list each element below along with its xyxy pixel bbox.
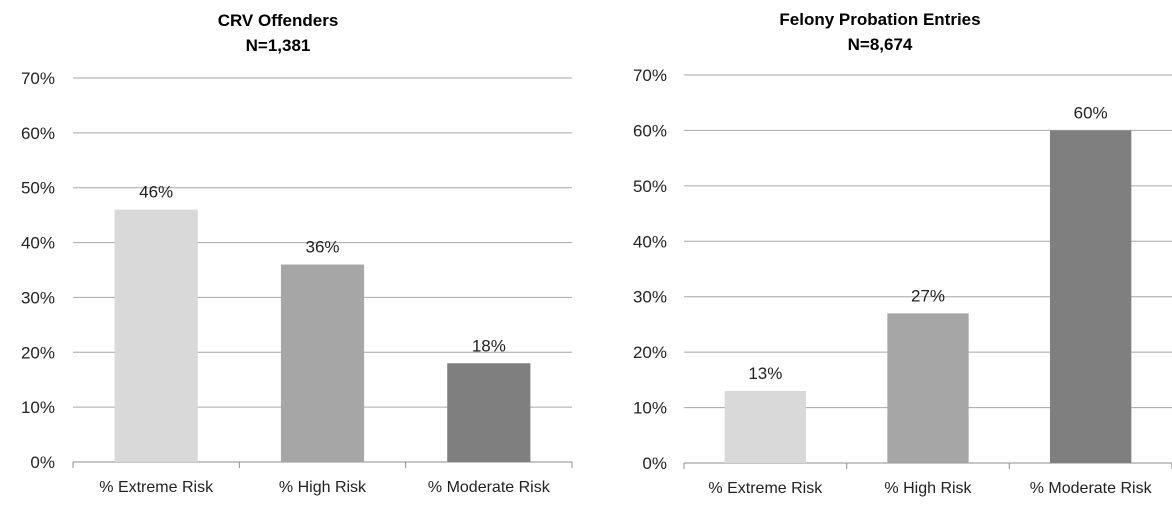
y-tick-label: 40%: [633, 232, 667, 251]
data-label: 46%: [139, 183, 173, 202]
y-tick-label: 10%: [633, 399, 667, 418]
y-tick-label: 20%: [633, 343, 667, 362]
bar: [887, 313, 969, 463]
y-tick-label: 10%: [21, 398, 55, 417]
chart-subtitle: N=1,381: [246, 36, 311, 55]
x-category-label: % Extreme Risk: [99, 479, 214, 496]
y-tick-label: 50%: [633, 177, 667, 196]
y-tick-label: 50%: [21, 179, 55, 198]
y-tick-label: 20%: [21, 343, 55, 362]
chart-subtitle: N=8,674: [848, 35, 913, 54]
bar: [1050, 130, 1132, 463]
y-tick-label: 0%: [30, 453, 55, 472]
data-label: 18%: [472, 336, 506, 355]
x-category-label: % Moderate Risk: [428, 479, 551, 496]
data-label: 36%: [305, 238, 339, 257]
x-category-label: % High Risk: [884, 480, 972, 497]
y-tick-label: 0%: [642, 454, 667, 473]
y-tick-label: 30%: [633, 288, 667, 307]
bar: [114, 209, 198, 462]
data-label: 13%: [748, 364, 782, 383]
chart-title: CRV Offenders: [218, 11, 339, 30]
chart-title: Felony Probation Entries: [779, 10, 980, 29]
y-tick-label: 70%: [21, 69, 55, 88]
y-tick-label: 60%: [21, 124, 55, 143]
x-category-label: % High Risk: [279, 479, 367, 496]
chart-2: Felony Probation Entries N=8,674 0% 10% 20% 3…: [633, 10, 1172, 497]
bar: [724, 390, 806, 463]
bar: [280, 264, 365, 462]
x-category-label: % Extreme Risk: [708, 480, 823, 497]
data-label: 60%: [1074, 103, 1108, 122]
data-label: 27%: [911, 286, 945, 305]
y-tick-label: 70%: [633, 66, 667, 85]
x-category-label: % Moderate Risk: [1030, 480, 1153, 497]
y-tick-label: 60%: [633, 121, 667, 140]
y-tick-label: 40%: [21, 234, 55, 253]
y-tick-label: 30%: [21, 288, 55, 307]
chart-1: CRV Offenders N=1,381 0% 10% 20% 30% 40% 50% 60%…: [21, 11, 573, 496]
bar: [447, 363, 531, 462]
